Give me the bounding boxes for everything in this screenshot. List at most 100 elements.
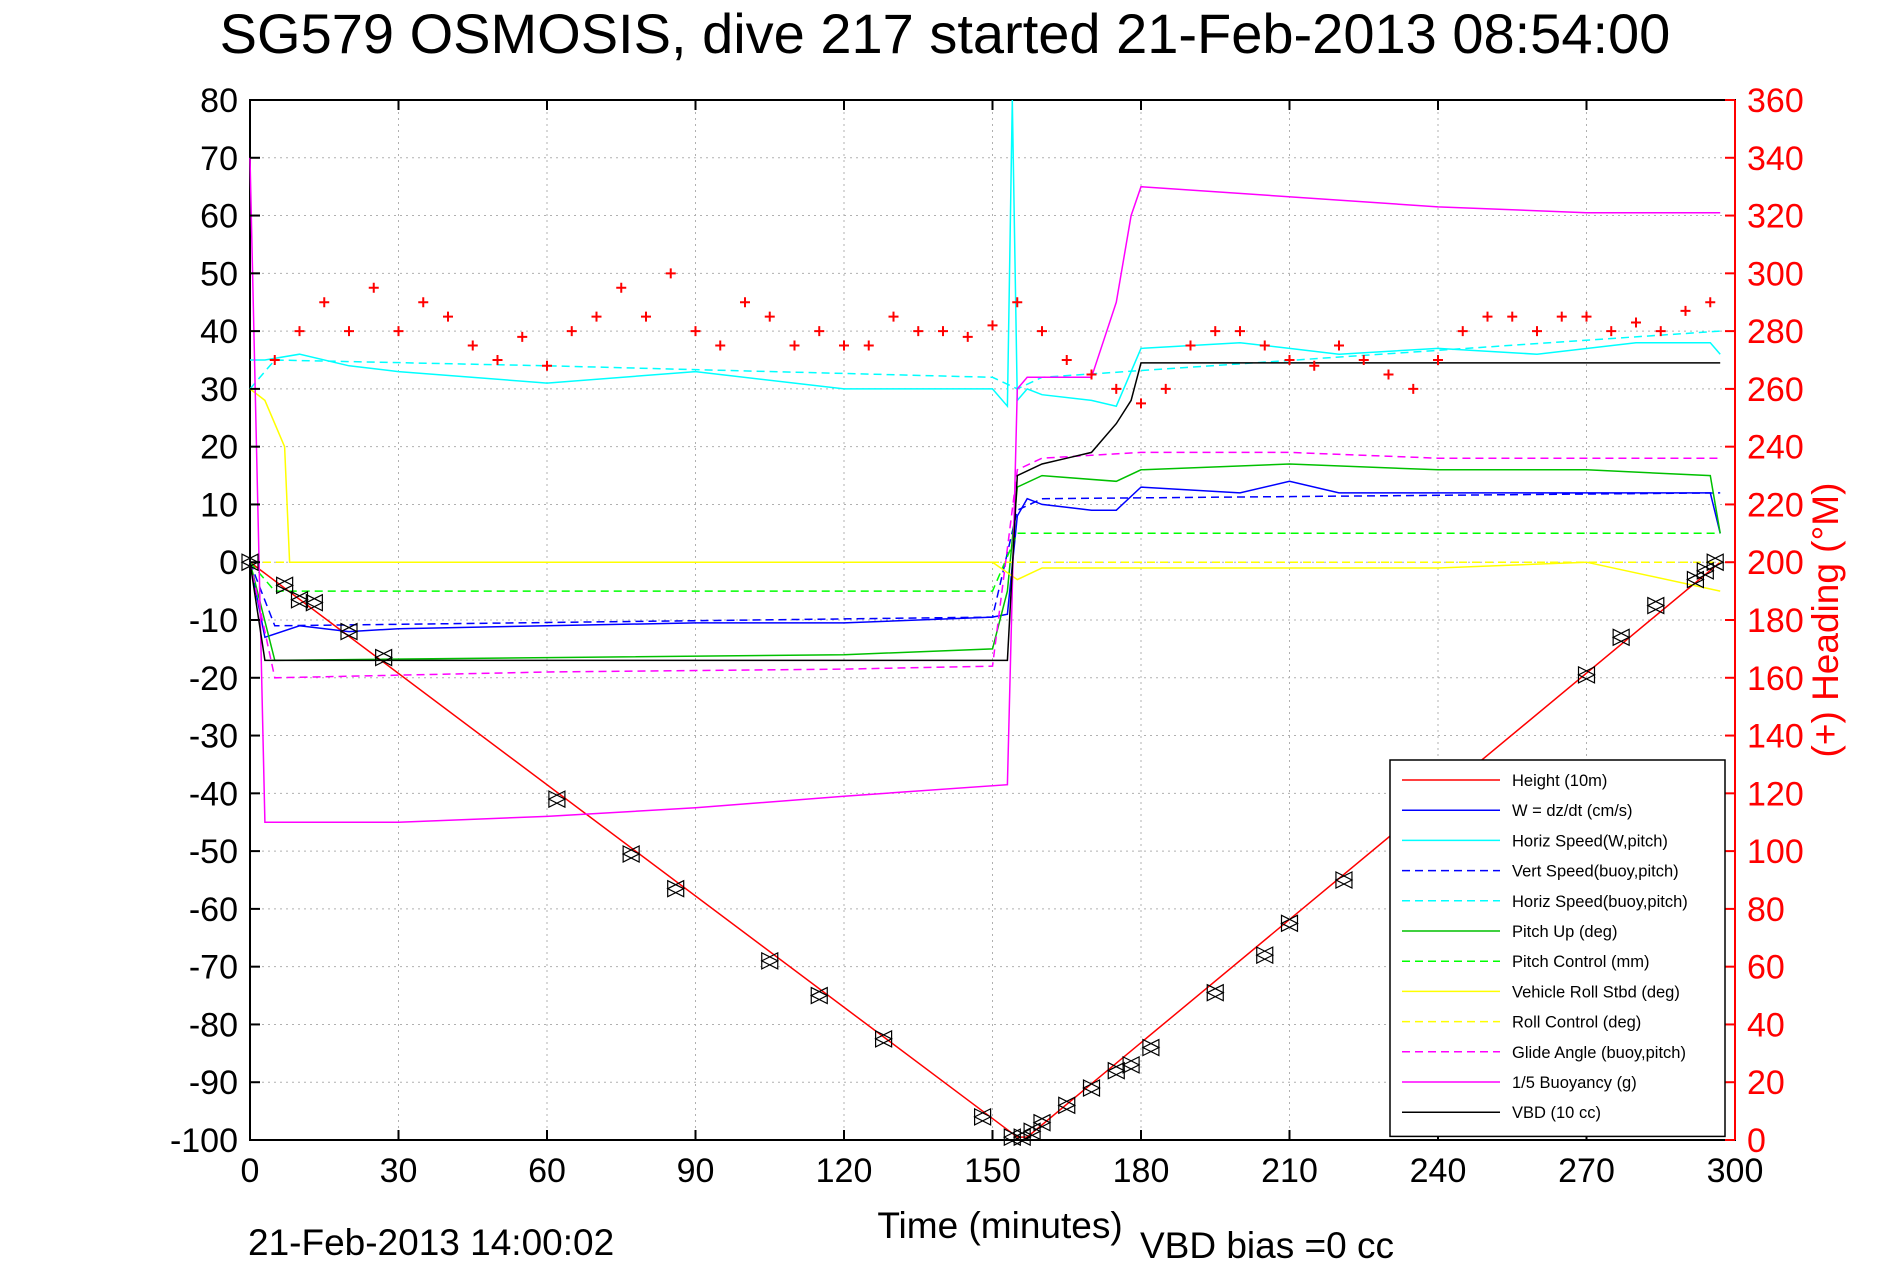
heading-marker — [1631, 317, 1641, 328]
y-tick-label: 0 — [219, 544, 238, 582]
marker-triangle-right — [305, 593, 324, 612]
y-tick-label: 60 — [200, 198, 238, 236]
marker-triangle-left — [874, 1029, 893, 1048]
marker-triangle-left — [1141, 1038, 1160, 1057]
x-tick-label: 210 — [1261, 1152, 1318, 1190]
heading-marker — [1037, 326, 1047, 337]
heading-marker — [566, 326, 577, 337]
heading-marker — [1507, 311, 1518, 322]
height-marker — [1106, 1061, 1126, 1080]
height-marker — [1205, 983, 1225, 1002]
heading-marker — [517, 331, 528, 342]
y-right-tick-label: 60 — [1747, 949, 1785, 987]
marker-triangle-left — [1280, 914, 1299, 933]
height-marker — [1577, 665, 1596, 684]
heading-marker — [913, 326, 924, 337]
heading-marker — [591, 311, 602, 322]
heading-marker — [1235, 326, 1245, 337]
heading-marker — [1358, 355, 1369, 365]
y-right-tick-label: 280 — [1747, 313, 1804, 351]
y-right-tick-label: 20 — [1747, 1064, 1785, 1102]
legend-label: W = dz/dt (cm/s) — [1512, 802, 1633, 820]
marker-triangle-right — [1612, 628, 1631, 647]
height-marker — [1121, 1055, 1141, 1074]
heading-marker — [542, 360, 552, 371]
marker-triangle-right — [1033, 1113, 1052, 1132]
marker-triangle-left — [1705, 553, 1724, 572]
y-right-tick-label: 80 — [1747, 891, 1785, 929]
marker-triangle-right — [1142, 1038, 1161, 1057]
series-line-0 — [249, 561, 1721, 1138]
heading-marker — [269, 355, 280, 365]
marker-triangle-left — [1686, 570, 1704, 589]
x-tick-label: 60 — [528, 1152, 566, 1190]
series-line-7 — [249, 388, 1721, 592]
heading-marker — [1160, 383, 1171, 394]
y-axis-right: 3603403203002802602402202001801601401201… — [1725, 82, 1804, 1160]
marker-triangle-left — [374, 648, 393, 667]
x-tick-label: 240 — [1410, 1152, 1467, 1190]
legend-box — [1389, 759, 1726, 1138]
legend-label: Height (10m) — [1512, 772, 1607, 790]
heading-marker — [789, 340, 800, 351]
marker-triangle-left — [305, 593, 323, 612]
y-tick-label: 70 — [200, 140, 238, 178]
heading-marker — [987, 320, 998, 331]
legend-label: Vehicle Roll Stbd (deg) — [1512, 983, 1680, 1001]
legend-label: 1/5 Buoyancy (g) — [1512, 1074, 1637, 1092]
heading-marker — [690, 326, 701, 337]
height-marker — [1646, 596, 1666, 615]
x-tick-label: 120 — [816, 1152, 873, 1190]
legend-label: Roll Control (deg) — [1512, 1014, 1641, 1032]
marker-triangle-right — [1206, 983, 1225, 1002]
height-marker — [1012, 1128, 1032, 1147]
y-tick-label: -90 — [189, 1064, 238, 1102]
y-tick-label: -10 — [189, 602, 238, 640]
height-marker — [290, 590, 309, 609]
heading-marker — [1680, 305, 1691, 316]
heading-marker — [1581, 311, 1592, 322]
heading-marker — [393, 326, 404, 337]
y-right-tick-label: 40 — [1747, 1006, 1785, 1044]
marker-triangle-right — [810, 986, 829, 1005]
series-line-11 — [249, 362, 1721, 662]
y-tick-label: 50 — [200, 255, 238, 293]
series-line-2 — [250, 99, 1721, 409]
height-marker — [1611, 628, 1631, 647]
heading-marker — [616, 282, 627, 293]
marker-triangle-left — [1121, 1055, 1140, 1074]
heading-marker — [888, 311, 899, 322]
series-line-4 — [249, 330, 1721, 390]
y-right-tick-label: 320 — [1747, 198, 1804, 236]
marker-triangle-left — [1695, 561, 1714, 580]
y-axis-right-label: (+) Heading (°M) — [1805, 483, 1846, 758]
heading-marker — [1309, 360, 1320, 371]
y-right-tick-label: 0 — [1747, 1122, 1766, 1160]
marker-triangle-right — [1122, 1055, 1141, 1074]
x-axis: 0 30 60 90 120 150 180 210 240 270 300 — [241, 100, 1763, 1190]
y-tick-label: 10 — [200, 486, 238, 524]
heading-marker — [839, 340, 849, 351]
marker-triangle-left — [275, 576, 294, 595]
footer-vbd-bias: VBD bias =0 cc — [1140, 1225, 1394, 1262]
height-marker — [760, 951, 780, 970]
height-marker — [305, 593, 324, 612]
y-tick-label: -60 — [189, 891, 238, 929]
marker-triangle-left — [1106, 1061, 1125, 1080]
legend-label: VBD (10 cc) — [1512, 1104, 1601, 1122]
height-marker — [374, 648, 393, 667]
x-axis-label: Time (minutes) — [877, 1205, 1122, 1246]
heading-marker — [1705, 297, 1716, 308]
series-line-5 — [249, 463, 1721, 662]
marker-triangle-left — [1577, 665, 1596, 684]
marker-triangle-left — [1057, 1096, 1076, 1115]
marker-triangle-left — [547, 790, 566, 809]
heading-marker — [1606, 326, 1617, 337]
y-right-tick-label: 200 — [1747, 544, 1804, 582]
y-right-tick-label: 180 — [1747, 602, 1804, 640]
marker-triangle-left — [290, 590, 309, 609]
height-marker — [1032, 1113, 1052, 1132]
heading-marker — [1556, 311, 1567, 322]
y-right-tick-label: 340 — [1747, 140, 1804, 178]
legend-label: Pitch Control (mm) — [1512, 953, 1650, 971]
